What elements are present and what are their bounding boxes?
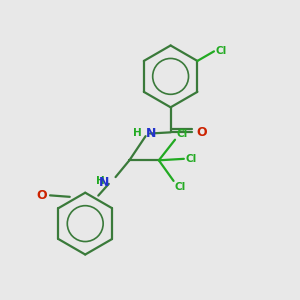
Text: O: O: [197, 126, 207, 139]
Text: Cl: Cl: [176, 128, 188, 139]
Text: H: H: [133, 128, 142, 138]
Text: Cl: Cl: [185, 154, 197, 164]
Text: O: O: [37, 189, 47, 202]
Text: Cl: Cl: [215, 46, 226, 56]
Text: Cl: Cl: [175, 182, 186, 192]
Text: H: H: [96, 176, 105, 186]
Text: N: N: [146, 127, 156, 140]
Text: N: N: [99, 176, 110, 189]
